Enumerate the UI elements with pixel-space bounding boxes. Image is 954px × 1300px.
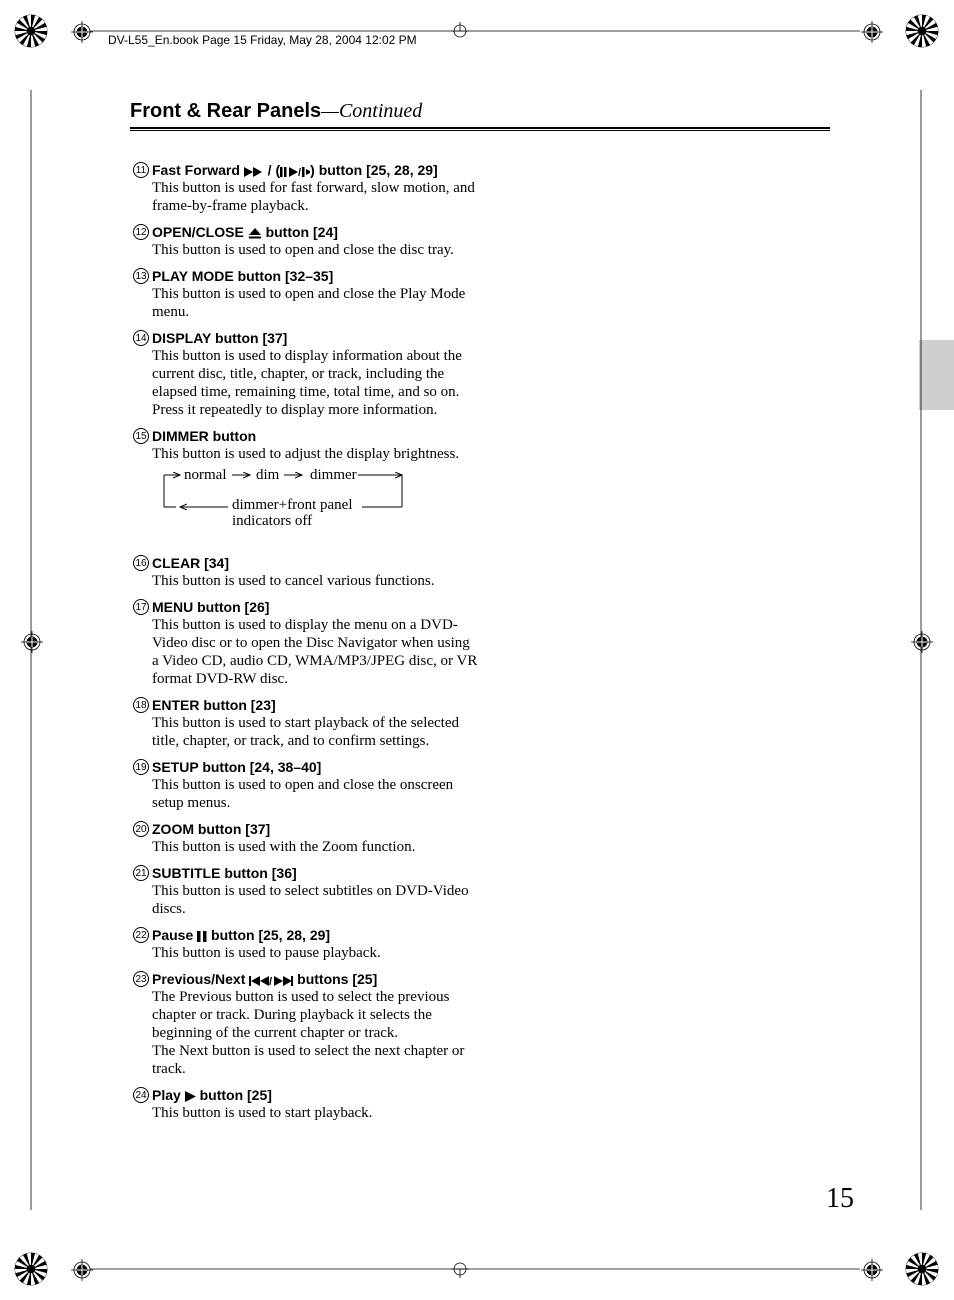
item-number: 17 — [130, 598, 152, 616]
item-number: 22 — [130, 926, 152, 944]
item-body: SETUP button [24, 38–40]This button is u… — [152, 758, 480, 812]
item-number: 24 — [130, 1086, 152, 1104]
item-body: ENTER button [23]This button is used to … — [152, 696, 480, 750]
item-number: 11 — [130, 161, 152, 179]
list-item: 18ENTER button [23]This button is used t… — [130, 696, 480, 750]
item-list: 11Fast Forward / (/) button [25, 28, 29]… — [130, 161, 480, 1122]
item-number: 20 — [130, 820, 152, 838]
item-description: This button is used to open and close th… — [152, 285, 480, 321]
dimmer-cycle-diagram: normal dim dimmer dimmer+front panelindicat… — [152, 467, 480, 542]
svg-text:/: / — [298, 167, 301, 177]
item-number: 15 — [130, 427, 152, 445]
item-description: This button is used to cancel various fu… — [152, 572, 480, 590]
item-number: 19 — [130, 758, 152, 776]
section-title-main: Front & Rear Panels — [130, 100, 321, 122]
item-heading: PLAY MODE button [32–35] — [152, 267, 480, 285]
item-heading: MENU button [26] — [152, 598, 480, 616]
item-heading: DIMMER button — [152, 427, 480, 445]
list-item: 20ZOOM button [37]This button is used wi… — [130, 820, 480, 856]
list-item: 17MENU button [26]This button is used to… — [130, 598, 480, 688]
item-description: This button is used for fast forward, sl… — [152, 179, 480, 215]
item-heading: SETUP button [24, 38–40] — [152, 758, 480, 776]
item-body: DISPLAY button [37]This button is used t… — [152, 329, 480, 419]
item-heading: ENTER button [23] — [152, 696, 480, 714]
item-description: This button is used to select subtitles … — [152, 882, 480, 918]
print-metadata-line: DV-L55_En.book Page 15 Friday, May 28, 2… — [108, 33, 417, 47]
item-heading: OPEN/CLOSE button [24] — [152, 223, 480, 241]
page: DV-L55_En.book Page 15 Friday, May 28, 2… — [0, 0, 954, 1300]
svg-text:normal: normal — [184, 467, 227, 483]
item-number: 13 — [130, 267, 152, 285]
item-description: This button is used to start playback of… — [152, 714, 480, 750]
list-item: 22Pause button [25, 28, 29]This button i… — [130, 926, 480, 962]
item-number: 16 — [130, 554, 152, 572]
item-number: 23 — [130, 970, 152, 988]
item-body: OPEN/CLOSE button [24]This button is use… — [152, 223, 480, 259]
item-description: This button is used to display the menu … — [152, 616, 480, 688]
item-number: 12 — [130, 223, 152, 241]
svg-text:indicators off: indicators off — [232, 513, 312, 529]
item-description: This button is used with the Zoom functi… — [152, 838, 480, 856]
item-body: PLAY MODE button [32–35]This button is u… — [152, 267, 480, 321]
item-description: The Previous button is used to select th… — [152, 988, 480, 1078]
svg-text:dimmer+front panel: dimmer+front panel — [232, 497, 353, 513]
item-body: CLEAR [34]This button is used to cancel … — [152, 554, 480, 590]
item-body: Play button [25]This button is used to s… — [152, 1086, 480, 1122]
item-heading: Play button [25] — [152, 1086, 480, 1104]
item-heading: Pause button [25, 28, 29] — [152, 926, 480, 944]
content-area: Front & Rear Panels—Continued 11Fast For… — [130, 100, 830, 1130]
title-rule-thin — [130, 130, 830, 131]
section-title-sep: — — [321, 100, 339, 122]
list-item: 11Fast Forward / (/) button [25, 28, 29]… — [130, 161, 480, 215]
list-item: 24Play button [25]This button is used to… — [130, 1086, 480, 1122]
section-title-continued: Continued — [339, 100, 422, 122]
item-heading: Previous/Next / buttons [25] — [152, 970, 480, 988]
svg-text:dim: dim — [256, 467, 280, 483]
list-item: 21SUBTITLE button [36]This button is use… — [130, 864, 480, 918]
thumb-index-tab — [919, 340, 954, 410]
title-rule — [130, 127, 830, 129]
item-body: SUBTITLE button [36]This button is used … — [152, 864, 480, 918]
item-description: This button is used to start playback. — [152, 1104, 480, 1122]
item-description: This button is used to open and close th… — [152, 241, 480, 259]
item-body: DIMMER buttonThis button is used to adju… — [152, 427, 480, 546]
item-heading: SUBTITLE button [36] — [152, 864, 480, 882]
item-description: This button is used to pause playback. — [152, 944, 480, 962]
list-item: 19SETUP button [24, 38–40]This button is… — [130, 758, 480, 812]
item-body: Previous/Next / buttons [25]The Previous… — [152, 970, 480, 1078]
svg-text:/: / — [269, 976, 272, 986]
item-heading: CLEAR [34] — [152, 554, 480, 572]
item-description: This button is used to display informati… — [152, 347, 480, 419]
item-number: 21 — [130, 864, 152, 882]
list-item: 12OPEN/CLOSE button [24]This button is u… — [130, 223, 480, 259]
item-heading: ZOOM button [37] — [152, 820, 480, 838]
item-body: Fast Forward / (/) button [25, 28, 29]Th… — [152, 161, 480, 215]
svg-text:dimmer: dimmer — [310, 467, 357, 483]
list-item: 13PLAY MODE button [32–35]This button is… — [130, 267, 480, 321]
page-number: 15 — [826, 1183, 854, 1215]
list-item: 16CLEAR [34]This button is used to cance… — [130, 554, 480, 590]
item-body: ZOOM button [37]This button is used with… — [152, 820, 480, 856]
item-number: 18 — [130, 696, 152, 714]
item-body: MENU button [26]This button is used to d… — [152, 598, 480, 688]
item-heading: Fast Forward / (/) button [25, 28, 29] — [152, 161, 480, 179]
list-item: 23Previous/Next / buttons [25]The Previo… — [130, 970, 480, 1078]
list-item: 14DISPLAY button [37]This button is used… — [130, 329, 480, 419]
item-heading: DISPLAY button [37] — [152, 329, 480, 347]
item-description: This button is used to open and close th… — [152, 776, 480, 812]
section-title: Front & Rear Panels—Continued — [130, 100, 830, 123]
item-number: 14 — [130, 329, 152, 347]
list-item: 15DIMMER buttonThis button is used to ad… — [130, 427, 480, 546]
item-body: Pause button [25, 28, 29]This button is … — [152, 926, 480, 962]
item-description: This button is used to adjust the displa… — [152, 445, 480, 463]
